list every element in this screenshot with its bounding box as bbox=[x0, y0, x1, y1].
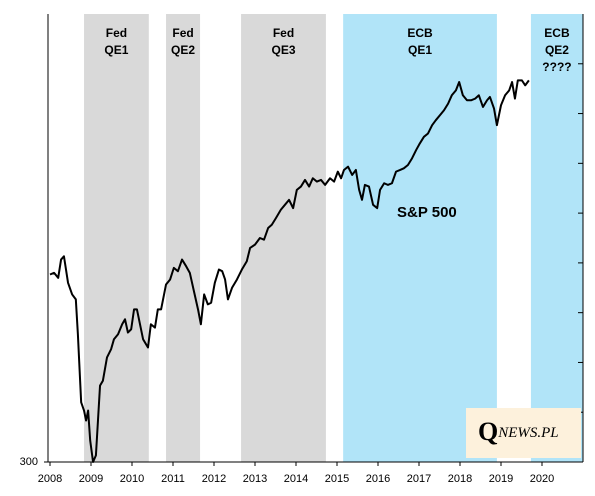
x-tick-label: 2010 bbox=[120, 473, 144, 485]
region-label: ???? bbox=[542, 60, 571, 74]
region-label: QE2 bbox=[171, 43, 195, 57]
logo: QNEWS.PL bbox=[478, 417, 559, 446]
x-tick-label: 2016 bbox=[366, 473, 390, 485]
series-annotation: S&P 500 bbox=[397, 204, 457, 221]
x-tick-label: 2020 bbox=[530, 473, 554, 485]
x-tick-label: 2011 bbox=[161, 473, 185, 485]
region-label: ECB bbox=[407, 26, 433, 40]
logo-rest: NEWS.PL bbox=[497, 425, 558, 441]
series-line bbox=[49, 79, 530, 463]
x-tick-label: 2013 bbox=[243, 473, 267, 485]
shaded-region bbox=[166, 14, 201, 462]
x-tick-label: 2009 bbox=[79, 473, 103, 485]
region-label: QE3 bbox=[271, 43, 295, 57]
y-tick-label: 300 bbox=[20, 456, 38, 468]
region-label: ECB bbox=[544, 26, 570, 40]
region-label: Fed bbox=[172, 26, 193, 40]
x-tick-label: 2015 bbox=[325, 473, 349, 485]
shaded-region bbox=[241, 14, 326, 462]
logo-initial: Q bbox=[478, 417, 498, 446]
x-tick-label: 2017 bbox=[407, 473, 431, 485]
region-label: QE2 bbox=[545, 43, 569, 57]
x-tick-label: 2008 bbox=[38, 473, 62, 485]
region-label: Fed bbox=[273, 26, 294, 40]
x-tick-label: 2019 bbox=[489, 473, 513, 485]
shaded-region bbox=[343, 14, 497, 462]
region-label: QE1 bbox=[104, 43, 128, 57]
x-tick-label: 2018 bbox=[448, 473, 472, 485]
logo-box bbox=[466, 408, 581, 458]
x-tick-label: 2014 bbox=[284, 473, 308, 485]
shaded-region bbox=[530, 14, 583, 462]
region-label: QE1 bbox=[408, 43, 432, 57]
x-tick-label: 2012 bbox=[202, 473, 226, 485]
shaded-region bbox=[84, 14, 149, 462]
region-label: Fed bbox=[106, 26, 127, 40]
